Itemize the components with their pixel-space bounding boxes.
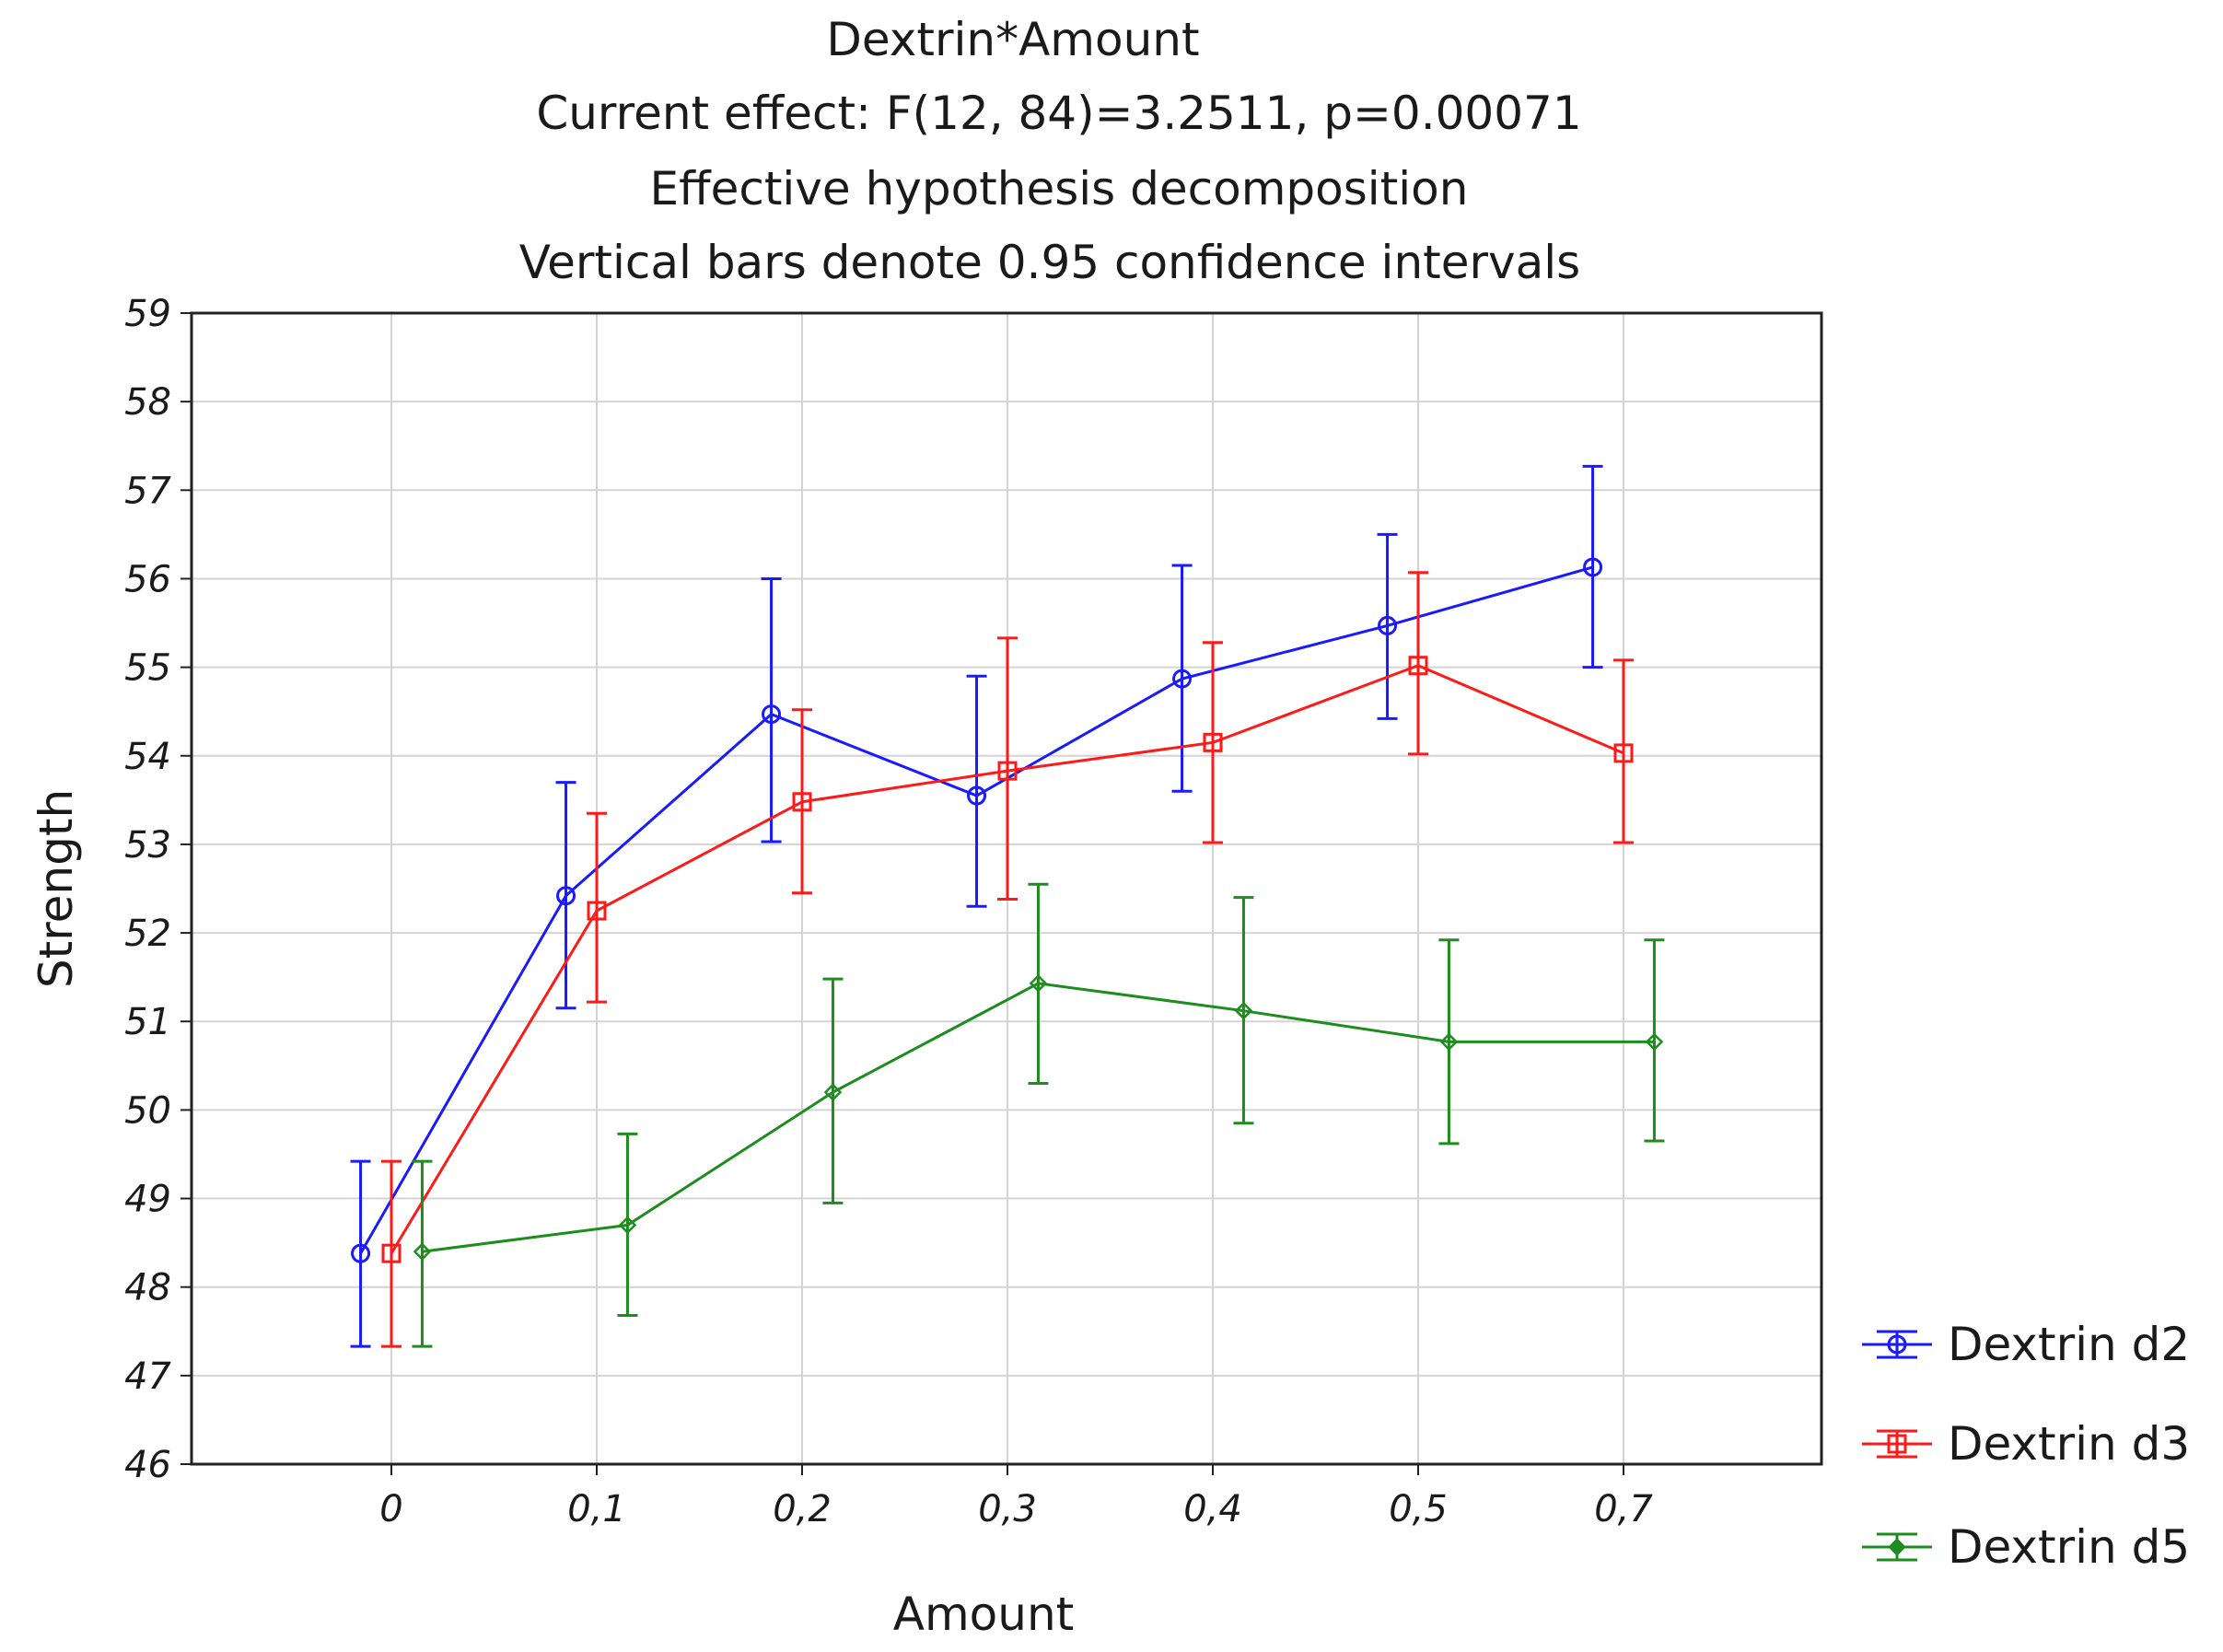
data-point [1203, 732, 1223, 752]
data-point [556, 886, 576, 906]
x-tick-label: 0,3 [978, 1488, 1037, 1530]
y-axis-label: Strength [29, 789, 83, 988]
series-dextrin-d2 [350, 464, 1603, 1348]
chart-subtitle-ci-note: Vertical bars denote 0.95 confidence int… [519, 236, 1580, 289]
y-tick-label: 56 [124, 558, 171, 600]
data-point [1613, 743, 1634, 763]
data-point [587, 901, 607, 921]
legend-marker [1887, 1334, 1907, 1355]
data-point [762, 704, 782, 725]
y-tick-label: 55 [124, 647, 171, 690]
data-point [413, 1242, 432, 1261]
series-layer [350, 464, 1665, 1348]
y-tick-label: 50 [124, 1089, 171, 1132]
y-tick-label: 51 [124, 1001, 171, 1043]
y-tick-label: 54 [124, 736, 171, 778]
data-point [618, 1216, 637, 1235]
series-dextrin-d3 [381, 571, 1634, 1348]
data-point [997, 761, 1018, 781]
y-tick-label: 58 [124, 381, 171, 424]
x-tick-label: 0,1 [567, 1488, 626, 1530]
y-tick-label: 49 [124, 1179, 171, 1221]
legend-item-dextrin-d5: Dextrin d5 [1862, 1520, 2190, 1574]
legend-item-dextrin-d3: Dextrin d3 [1862, 1417, 2190, 1471]
chart-title-block: Dextrin*Amount Current effect: F(12, 84)… [519, 13, 1582, 289]
legend-item-dextrin-d2: Dextrin d2 [1862, 1318, 2190, 1371]
y-tick-label: 53 [124, 824, 171, 867]
data-point [1378, 615, 1398, 635]
x-tick-label: 0 [379, 1488, 402, 1530]
y-tick-label: 46 [124, 1444, 171, 1486]
data-point [351, 1243, 371, 1263]
data-point [792, 792, 812, 812]
chart-subtitle-decomposition: Effective hypothesis decomposition [650, 162, 1469, 215]
chart-subtitle-effect: Current effect: F(12, 84)=3.2511, p=0.00… [536, 87, 1581, 140]
legend-marker [1888, 1538, 1906, 1556]
data-point [1645, 1032, 1664, 1052]
x-tick-label: 0,4 [1183, 1488, 1242, 1530]
chart-title: Dextrin*Amount [826, 13, 1199, 66]
legend-marker [1887, 1434, 1907, 1454]
legend-label: Dextrin d5 [1948, 1520, 2190, 1574]
x-tick-label: 0,5 [1389, 1488, 1448, 1530]
y-tick-label: 48 [124, 1267, 171, 1309]
data-point [823, 1083, 843, 1101]
x-tick-label: 0,2 [773, 1488, 832, 1530]
data-point [1029, 974, 1048, 993]
x-axis-label: Amount [893, 1588, 1074, 1641]
data-point [381, 1243, 402, 1263]
data-point [1439, 1032, 1459, 1052]
y-axis-ticks: 46 47 48 49 50 51 52 53 54 55 56 57 58 59 [124, 293, 192, 1486]
y-tick-label: 59 [124, 293, 171, 335]
legend-label: Dextrin d2 [1948, 1318, 2190, 1371]
series-dextrin-d5 [412, 882, 1665, 1348]
legend: Dextrin d2 Dextrin d3 Dextrin d5 [1862, 1318, 2190, 1574]
x-axis-ticks: 0 0,1 0,2 0,3 0,4 0,5 0,7 [379, 1464, 1653, 1530]
data-point [1172, 669, 1193, 689]
y-tick-label: 57 [124, 470, 171, 512]
data-point [1583, 557, 1603, 577]
x-tick-label: 0,7 [1594, 1488, 1653, 1530]
data-point [967, 785, 987, 806]
data-point [1234, 1001, 1253, 1020]
data-point [1408, 656, 1428, 676]
legend-label: Dextrin d3 [1948, 1417, 2190, 1471]
y-tick-label: 52 [124, 913, 171, 955]
y-tick-label: 47 [124, 1355, 171, 1398]
